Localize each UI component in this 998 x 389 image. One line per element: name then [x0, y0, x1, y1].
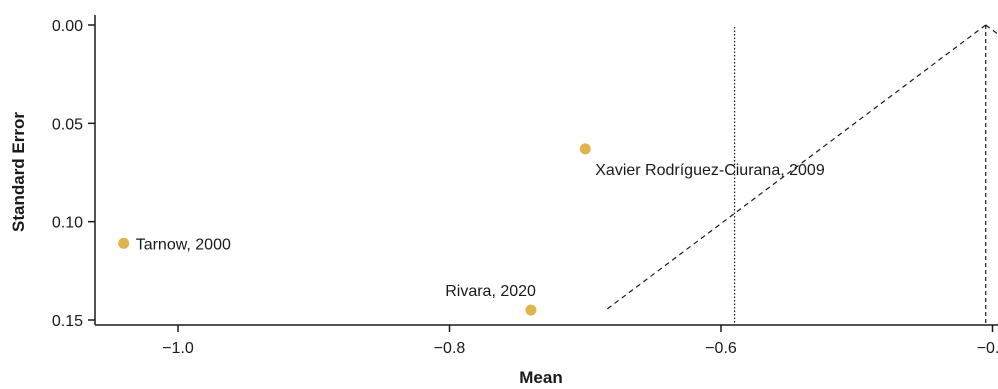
x-tick-label: −0.8	[434, 340, 466, 357]
data-point-label: Rivara, 2020	[445, 283, 536, 300]
funnel-left-line	[605, 24, 987, 311]
y-axis-title: Standard Error	[9, 112, 28, 232]
x-tick-label: −0.4	[977, 340, 998, 357]
y-tick-label: 0.00	[52, 18, 83, 35]
y-tick-label: 0.10	[52, 215, 83, 232]
y-tick-label: 0.15	[52, 313, 83, 330]
x-tick-label: −0.6	[705, 340, 737, 357]
data-point	[525, 304, 537, 316]
reference-lines	[605, 24, 998, 325]
axes: −1.0−0.8−0.6−0.4−0.20.000.050.100.15	[52, 15, 998, 357]
data-point-label: Tarnow, 2000	[136, 236, 231, 253]
funnel-right-line	[985, 24, 998, 35]
y-tick-label: 0.05	[52, 116, 83, 133]
data-point	[118, 237, 130, 249]
data-points: Tarnow, 2000 Xavier Rodríguez-Ciurana, 20…	[118, 143, 825, 316]
data-point-label: Xavier Rodríguez-Ciurana, 2009	[595, 162, 825, 179]
x-tick-label: −1.0	[162, 340, 194, 357]
x-axis-title: Mean	[519, 368, 562, 387]
data-point	[579, 143, 591, 155]
